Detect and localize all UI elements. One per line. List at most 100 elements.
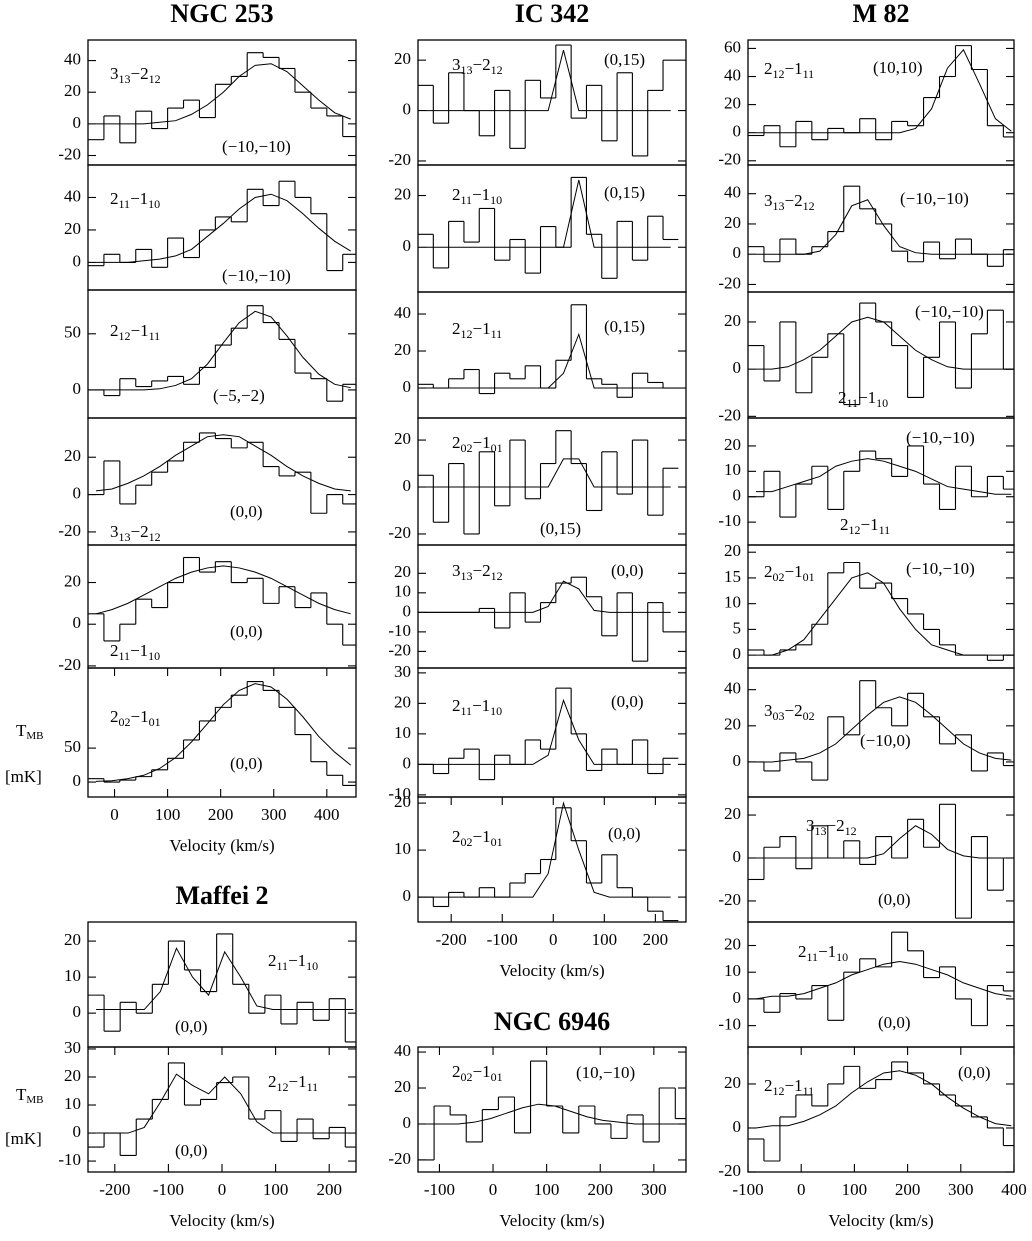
line-label: 313−212: [452, 55, 503, 77]
x-tick-label: 100: [155, 805, 181, 824]
x-tick-label: 200: [208, 805, 234, 824]
line-label-part: 13: [461, 63, 473, 77]
x-axis-label: Velocity (km/s): [499, 961, 604, 980]
line-label-part: 2: [452, 1062, 461, 1081]
line-label-part: 12: [119, 329, 131, 343]
line-label-part: −: [288, 951, 298, 970]
y-axis-label: TMB: [16, 1085, 44, 1106]
y-tick-label: -20: [718, 890, 741, 909]
y-tick-label: 40: [724, 183, 741, 202]
line-label-part: 12: [277, 1080, 289, 1094]
y-axis-label-main: T: [16, 721, 27, 740]
line-label-part: 10: [490, 193, 502, 207]
line-label-part: 12: [849, 523, 861, 537]
line-label-part: 2: [110, 641, 119, 660]
y-tick-label: 40: [724, 65, 741, 84]
y-tick-label: 30: [64, 1038, 81, 1057]
y-tick-label: 20: [64, 1066, 81, 1085]
line-label: 211−110: [838, 388, 888, 410]
line-label-part: 13: [461, 569, 473, 583]
gaussian-fit: [96, 1073, 354, 1134]
y-tick-label: 40: [64, 186, 81, 205]
panel: M 82 -20 0 20 40 60 212−111 (10,10): [718, 0, 1015, 169]
y-tick-label: 0: [73, 1002, 82, 1021]
y-tick-label: 20: [394, 792, 411, 811]
plot-area: [748, 680, 1014, 781]
line-label-part: −: [473, 1062, 483, 1081]
line-label-part: −: [861, 515, 871, 534]
line-label-part: 2: [452, 185, 461, 204]
line-label-part: 11: [461, 704, 473, 718]
panel-title: NGC 6946: [494, 1007, 610, 1036]
line-label-part: 2: [452, 696, 461, 715]
line-label-part: 11: [847, 396, 859, 410]
y-axis-label-sub: MB: [26, 730, 43, 742]
y-tick-label: 0: [733, 243, 742, 262]
line-label-part: 2: [110, 189, 119, 208]
line-label-part: 1: [140, 189, 149, 208]
x-tick-label: -200: [99, 1180, 130, 1199]
plot-area: [748, 931, 1014, 1027]
line-label-part: 1: [482, 185, 491, 204]
plot-area: [748, 803, 1014, 919]
y-tick-label: 0: [403, 476, 412, 495]
line-label-part: −: [130, 641, 140, 660]
gaussian-fit: [426, 1103, 684, 1125]
y-tick-label: -10: [388, 784, 411, 803]
y-tick-label: 50: [64, 323, 81, 342]
line-label: 212−111: [110, 321, 160, 343]
line-label-part: −: [472, 185, 482, 204]
x-tick-label: -100: [487, 930, 518, 949]
position-label: (−5,−2): [213, 386, 265, 405]
line-label-part: 3: [452, 561, 461, 580]
y-tick-label: 0: [403, 753, 412, 772]
gaussian-fit: [755, 458, 1012, 495]
y-axis-unit: [mK]: [5, 1129, 42, 1148]
gaussian-fit: [755, 199, 1012, 255]
gaussian-fit: [95, 193, 351, 263]
line-label: 211−110: [110, 641, 160, 663]
line-label-part: 12: [773, 67, 785, 81]
y-tick-label: 10: [724, 460, 741, 479]
x-tick-label: 100: [592, 930, 618, 949]
line-label: 212−111: [840, 515, 890, 537]
gaussian-fit: [95, 310, 351, 391]
x-axis-label: Velocity (km/s): [169, 836, 274, 855]
line-label-part: 1: [794, 59, 803, 78]
gaussian-fit: [425, 49, 671, 112]
position-label: (0,15): [604, 183, 645, 202]
line-label-part: −: [785, 1076, 795, 1095]
gaussian-fit: [755, 961, 1012, 1000]
gaussian-fit: [95, 434, 351, 492]
position-label: (0,0): [230, 754, 263, 773]
y-tick-label: 10: [724, 961, 741, 980]
line-label: 202−101: [452, 827, 503, 849]
gaussian-fit: [755, 1070, 1012, 1129]
panel-frame: [417, 291, 687, 419]
y-tick-label: 20: [724, 1073, 741, 1092]
line-label-part: −: [289, 1072, 299, 1091]
plot-area: [748, 445, 1014, 518]
line-label-part: 12: [491, 63, 503, 77]
line-label-part: 11: [119, 649, 131, 663]
panel-frame: [87, 921, 357, 1048]
gaussian-fit: [755, 825, 1012, 859]
y-tick-label: 10: [394, 839, 411, 858]
gaussian-fit: [755, 572, 1012, 656]
y-tick-label: 15: [724, 567, 741, 586]
y-tick-label: 20: [394, 692, 411, 711]
y-tick-label: 0: [403, 886, 412, 905]
y-tick-label: 0: [403, 99, 412, 118]
y-tick-label: 0: [73, 1122, 82, 1141]
y-tick-label: 10: [724, 593, 741, 612]
x-tick-label: -100: [153, 1180, 184, 1199]
y-tick-label: 0: [733, 1117, 742, 1136]
y-tick-label: 20: [724, 715, 741, 734]
position-label: (0,0): [958, 1063, 991, 1082]
line-label-part: 2: [268, 1072, 277, 1091]
